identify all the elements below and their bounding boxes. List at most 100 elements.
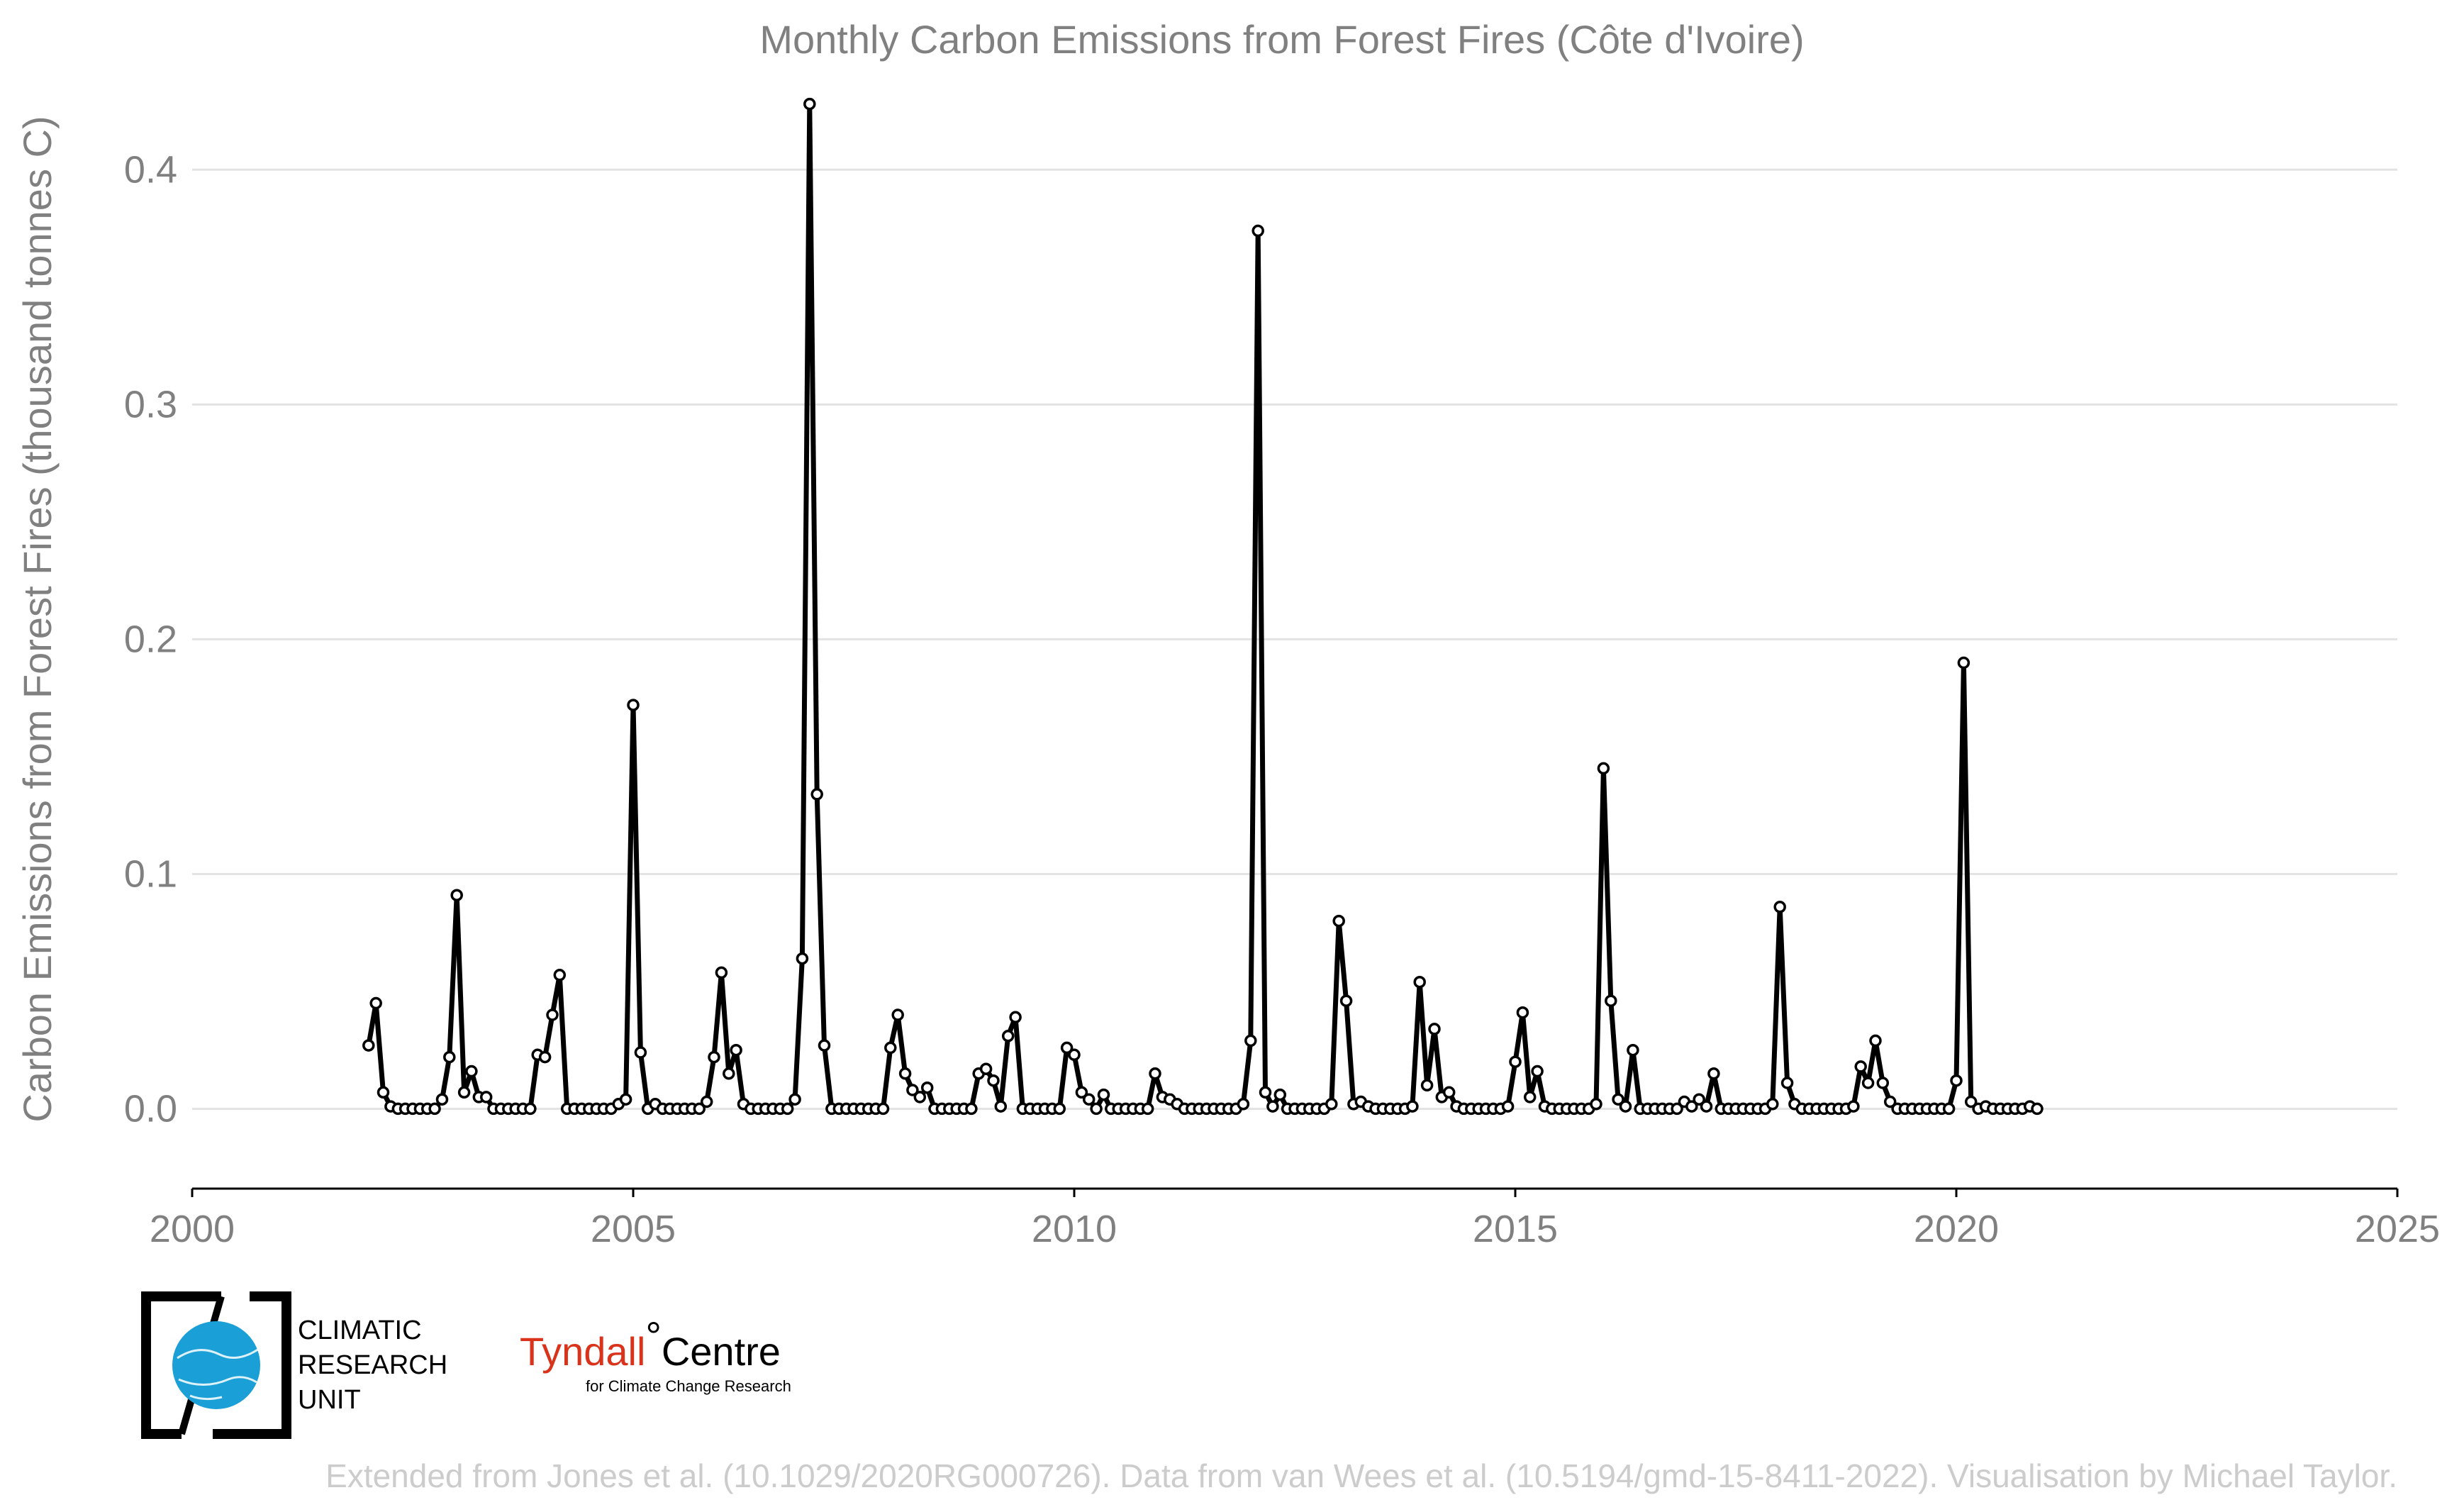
data-point — [1075, 1086, 1088, 1099]
data-point — [1141, 1102, 1154, 1116]
data-point — [377, 1086, 390, 1099]
data-point — [723, 1067, 735, 1080]
data-point — [1251, 224, 1264, 238]
data-point — [906, 1084, 919, 1096]
data-point — [619, 1093, 632, 1106]
globe-continent-lines — [177, 1347, 260, 1401]
cru-line-2: RESEARCH — [298, 1350, 447, 1380]
data-point — [898, 1067, 912, 1080]
cru-bracket-left — [141, 1291, 221, 1439]
data-point — [435, 1093, 449, 1106]
x-tick-label: 2025 — [2355, 1208, 2440, 1250]
y-tick-label: 0.1 — [124, 852, 177, 895]
x-tick-label: 2020 — [1914, 1208, 1999, 1250]
y-tick-label: 0.0 — [124, 1087, 177, 1130]
data-point — [730, 1043, 742, 1057]
data-point — [1700, 1100, 1713, 1113]
data-point — [524, 1102, 537, 1116]
data-point — [1516, 1006, 1529, 1019]
series-line — [366, 101, 2039, 1111]
data-point — [1509, 1055, 1522, 1068]
data-point — [634, 1046, 647, 1059]
data-point — [1420, 1079, 1434, 1092]
data-point — [913, 1091, 927, 1104]
data-point — [2031, 1102, 2044, 1116]
data-point — [1001, 1030, 1015, 1043]
data-point — [1957, 656, 1970, 669]
data-point — [1442, 1086, 1456, 1099]
data-point — [810, 788, 823, 801]
data-point — [1266, 1100, 1279, 1113]
data-point — [788, 1093, 801, 1106]
x-tick-label: 2015 — [1473, 1208, 1558, 1250]
data-point — [627, 699, 640, 711]
y-axis-label: Carbon Emissions from Forest Fires (thou… — [15, 116, 60, 1122]
y-tick-labels: 0.0 0.1 0.2 0.3 0.4 — [124, 148, 177, 1130]
data-point — [465, 1064, 478, 1078]
data-point — [1501, 1100, 1515, 1113]
credit-text: Extended from Jones et al. (10.1029/2020… — [325, 1457, 2397, 1494]
data-point — [1531, 1064, 1544, 1078]
data-point — [920, 1081, 934, 1094]
data-point — [1149, 1067, 1161, 1080]
y-tick-label: 0.3 — [124, 383, 177, 426]
data-point — [1780, 1077, 1794, 1089]
data-point — [987, 1074, 1000, 1087]
y-tick-label: 0.4 — [124, 148, 177, 191]
data-point — [1766, 1098, 1779, 1111]
data-point — [1097, 1088, 1110, 1101]
globe-icon — [172, 1321, 260, 1409]
cru-line-3: UNIT — [298, 1385, 361, 1415]
data-point — [553, 969, 567, 982]
cru-logo: CLIMATIC RESEARCH UNIT — [141, 1291, 447, 1439]
data-point — [1773, 901, 1786, 913]
data-point — [1053, 1102, 1066, 1116]
data-point — [457, 1086, 471, 1099]
data-point — [796, 952, 809, 965]
tyndall-wordmark: Tyndall°Centre — [520, 1313, 781, 1374]
data-point — [1685, 1100, 1698, 1113]
data-point — [1413, 975, 1426, 989]
data-point — [1619, 1100, 1632, 1113]
data-point — [965, 1102, 978, 1116]
data-point — [546, 1008, 559, 1021]
data-point — [443, 1050, 456, 1064]
data-point — [1964, 1095, 1978, 1108]
gridlines — [192, 168, 2397, 1110]
data-point — [1068, 1048, 1081, 1062]
data-point — [1590, 1098, 1602, 1111]
data-point — [369, 996, 382, 1010]
data-point — [1259, 1086, 1272, 1099]
tyndall-logo: Tyndall°Centre for Climate Change Resear… — [520, 1313, 791, 1395]
data-point — [1332, 914, 1345, 928]
data-point — [1605, 994, 1617, 1007]
data-point — [979, 1062, 993, 1075]
tyndall-centre: Centre — [662, 1329, 781, 1374]
data-point — [1693, 1093, 1705, 1106]
data-point — [1612, 1093, 1624, 1106]
data-point — [1009, 1011, 1022, 1024]
data-point — [1876, 1077, 1890, 1089]
data-point — [708, 1050, 720, 1064]
data-point — [1847, 1100, 1860, 1113]
data-point — [1523, 1091, 1537, 1104]
x-ticks: 2000 2005 2010 2015 2020 2025 — [150, 1189, 2440, 1250]
data-point — [1627, 1043, 1639, 1057]
data-point — [1273, 1088, 1287, 1101]
y-tick-label: 0.2 — [124, 618, 177, 660]
data-point — [1325, 1098, 1338, 1111]
x-tick-label: 2000 — [150, 1208, 235, 1250]
data-point — [1869, 1034, 1882, 1047]
data-point — [1244, 1034, 1257, 1047]
tyndall-degree: ° — [645, 1313, 661, 1358]
data-point — [1942, 1102, 1956, 1116]
plot-area — [362, 97, 2044, 1116]
data-point — [1597, 762, 1610, 775]
data-point — [538, 1050, 552, 1064]
tyndall-main: Tyndall — [520, 1329, 645, 1374]
data-point — [818, 1039, 831, 1052]
x-tick-label: 2005 — [591, 1208, 676, 1250]
data-point — [803, 97, 816, 111]
data-point — [1883, 1095, 1897, 1108]
